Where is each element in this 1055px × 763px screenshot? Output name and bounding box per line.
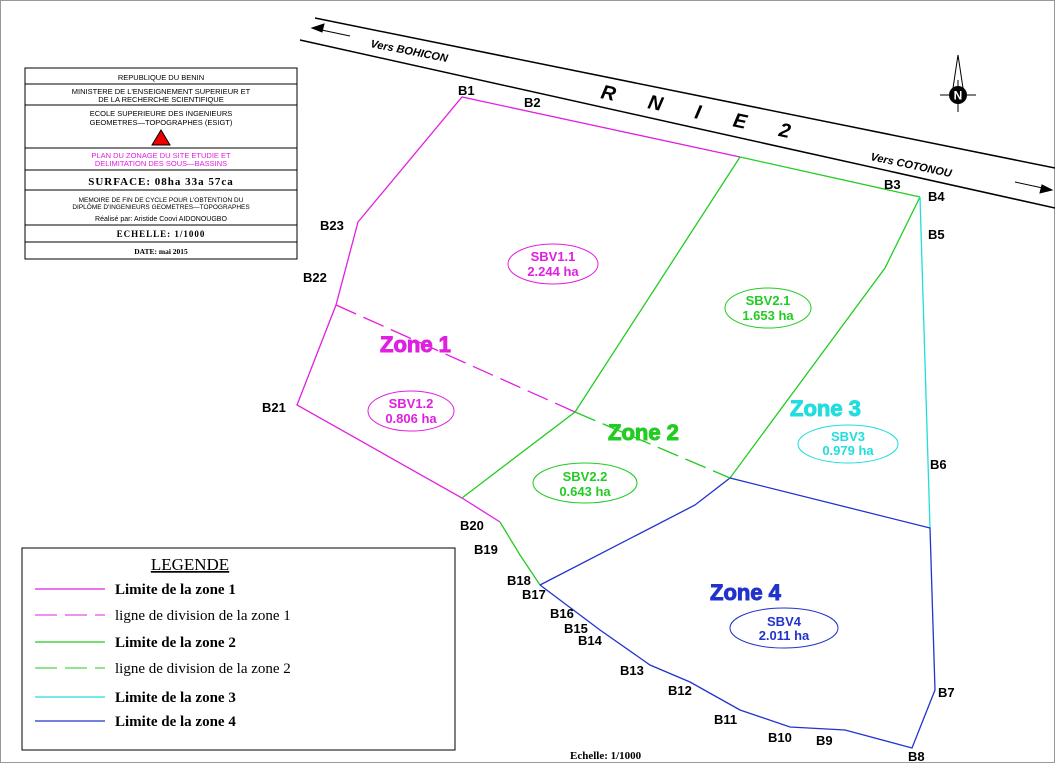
point-label: B8 xyxy=(908,749,925,763)
point-label: B22 xyxy=(303,270,327,285)
point-label: B10 xyxy=(768,730,792,745)
subbasin-name: SBV2.1 xyxy=(746,293,791,308)
title-text: DELIMITATION DES SOUS—BASSINS xyxy=(95,159,227,168)
title-text: SURFACE: 08ha 33a 57ca xyxy=(88,176,234,188)
point-label: B19 xyxy=(474,542,498,557)
subbasin-area: 0.979 ha xyxy=(822,443,874,458)
title-block: REPUBLIQUE DU BENIN MINISTERE DE L'ENSEI… xyxy=(24,67,298,260)
subbasin-name: SBV2.2 xyxy=(563,469,608,484)
title-text: MINISTERE DE L'ENSEIGNEMENT SUPERIEUR ET xyxy=(72,87,251,96)
point-label: B5 xyxy=(928,227,945,242)
title-text: ECHELLE: 1/1000 xyxy=(117,229,206,239)
zone-label: Zone 4 xyxy=(710,580,782,605)
point-label: B23 xyxy=(320,218,344,233)
point-label: B18 xyxy=(507,573,531,588)
point-label: B11 xyxy=(714,712,737,727)
road-edge xyxy=(314,17,1055,169)
north-label: N xyxy=(954,89,963,103)
legend-item: Limite de la zone 2 xyxy=(115,635,236,651)
title-text: REPUBLIQUE DU BENIN xyxy=(118,73,204,82)
subbasin-area: 2.244 ha xyxy=(527,264,579,279)
boundaries xyxy=(296,96,936,749)
point-label: B1 xyxy=(458,83,475,98)
scale-note: Echelle: 1/1000 xyxy=(570,750,642,762)
logo xyxy=(151,129,171,146)
subbasin-ellipse xyxy=(724,287,812,329)
north-arrow: N xyxy=(940,54,976,112)
point-label: B13 xyxy=(620,663,644,678)
legend-item: Limite de la zone 4 xyxy=(115,714,236,730)
point-label: B17 xyxy=(522,587,546,602)
subbasin-name: SBV3 xyxy=(831,429,865,444)
title-text: DIPLÔME D'INGENIEURS GEOMETRES—TOPOGRAPH… xyxy=(72,202,250,211)
road-edge xyxy=(299,39,1055,209)
point-label: B15 xyxy=(564,621,588,636)
legend-title: LEGENDE xyxy=(151,555,229,574)
point-label: B6 xyxy=(930,457,947,472)
legend-item: Limite de la zone 1 xyxy=(115,582,236,598)
subbasin-name: SBV1.1 xyxy=(531,249,576,264)
point-label: B14 xyxy=(578,633,603,648)
arrow xyxy=(1014,181,1054,194)
legend: LEGENDE Limite de la zone 1 ligne de div… xyxy=(21,547,456,751)
title-text: DATE: mai 2015 xyxy=(134,247,188,256)
point-label: B2 xyxy=(524,95,541,110)
subbasin-name: SBV1.2 xyxy=(389,396,434,411)
title-text: MEMOIRE DE FIN DE CYCLE POUR L'OBTENTION… xyxy=(79,197,244,204)
point-label: B20 xyxy=(460,518,484,533)
subbasin-ellipse xyxy=(507,243,599,285)
title-text: Réalisé par: Aristide Coovi AIDONOUGBO xyxy=(95,216,227,223)
title-text: GEOMETRES—TOPOGRAPHES (ESIGT) xyxy=(90,118,233,127)
subbasin-area: 2.011 ha xyxy=(759,628,810,643)
subbasin-ellipse xyxy=(797,424,899,464)
subbasin-name: SBV4 xyxy=(767,614,802,629)
point-label: B4 xyxy=(928,189,945,204)
zone-label: Zone 1 xyxy=(380,332,451,357)
point-label: B16 xyxy=(550,606,574,621)
point-label: B12 xyxy=(668,683,692,698)
legend-item: ligne de division de la zone 2 xyxy=(115,661,291,677)
arrow xyxy=(310,23,351,37)
subbasin-ellipse xyxy=(367,390,455,432)
zone-label: Zone 3 xyxy=(790,396,861,421)
point-label: B21 xyxy=(262,400,286,415)
legend-item: ligne de division de la zone 1 xyxy=(115,608,291,624)
title-text: DE LA RECHERCHE SCIENTIFIQUE xyxy=(98,95,223,104)
subbasin-area: 1.653 ha xyxy=(742,308,794,323)
point-label: B7 xyxy=(938,685,955,700)
subbasin-area: 0.643 ha xyxy=(559,484,611,499)
subbasin-ellipse xyxy=(729,607,839,649)
subbasin-ellipse xyxy=(532,462,638,504)
point-label: B9 xyxy=(816,733,833,748)
zone-label: Zone 2 xyxy=(608,420,679,445)
title-text: ECOLE SUPERIEURE DES INGENIEURS xyxy=(90,109,233,118)
title-text: PLAN DU ZONAGE DU SITE ETUDIE ET xyxy=(91,151,231,160)
legend-item: Limite de la zone 3 xyxy=(115,690,236,706)
point-label: B3 xyxy=(884,177,901,192)
subbasin-area: 0.806 ha xyxy=(385,411,437,426)
